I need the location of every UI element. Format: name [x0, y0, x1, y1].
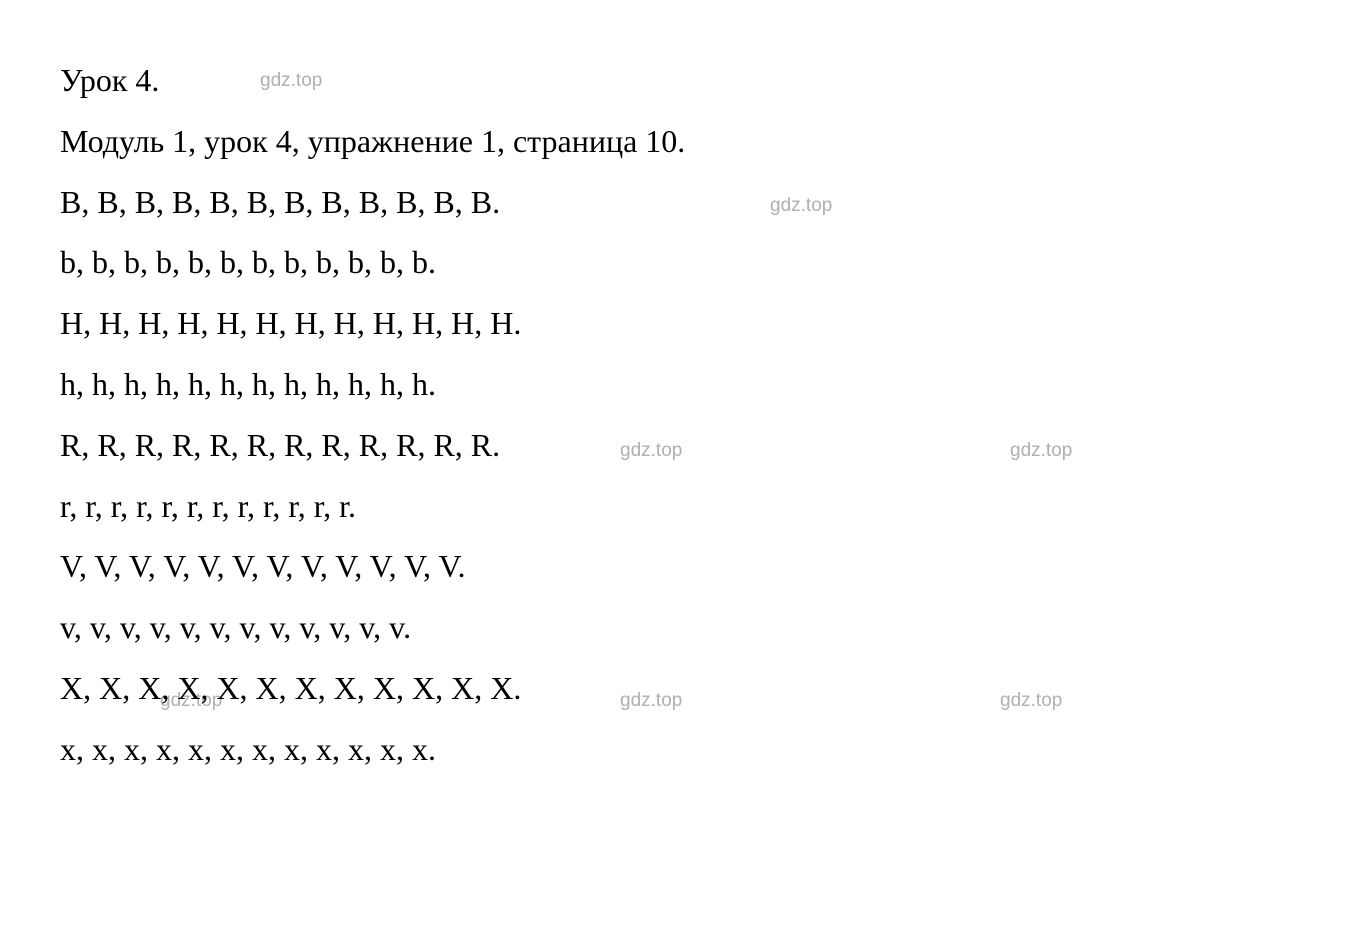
letter-row-r-lower: r, r, r, r, r, r, r, r, r, r, r, r. — [60, 476, 1303, 537]
letter-row-X-upper: X, X, X, X, X, X, X, X, X, X, X, X. — [60, 658, 1303, 719]
lesson-title: Урок 4. — [60, 50, 1303, 111]
letter-row-v-lower: v, v, v, v, v, v, v, v, v, v, v, v. — [60, 597, 1303, 658]
letter-row-R-upper: R, R, R, R, R, R, R, R, R, R, R, R. — [60, 415, 1303, 476]
letter-row-B-upper: B, B, B, B, B, B, B, B, B, B, B, B. — [60, 172, 1303, 233]
document-content: Урок 4. Модуль 1, урок 4, упражнение 1, … — [60, 50, 1303, 780]
module-info: Модуль 1, урок 4, упражнение 1, страница… — [60, 111, 1303, 172]
letter-row-H-upper: H, H, H, H, H, H, H, H, H, H, H, H. — [60, 293, 1303, 354]
letter-row-x-lower: x, x, x, x, x, x, x, x, x, x, x, x. — [60, 719, 1303, 780]
letter-row-V-upper: V, V, V, V, V, V, V, V, V, V, V, V. — [60, 536, 1303, 597]
letter-row-b-lower: b, b, b, b, b, b, b, b, b, b, b, b. — [60, 232, 1303, 293]
letter-row-h-lower: h, h, h, h, h, h, h, h, h, h, h, h. — [60, 354, 1303, 415]
